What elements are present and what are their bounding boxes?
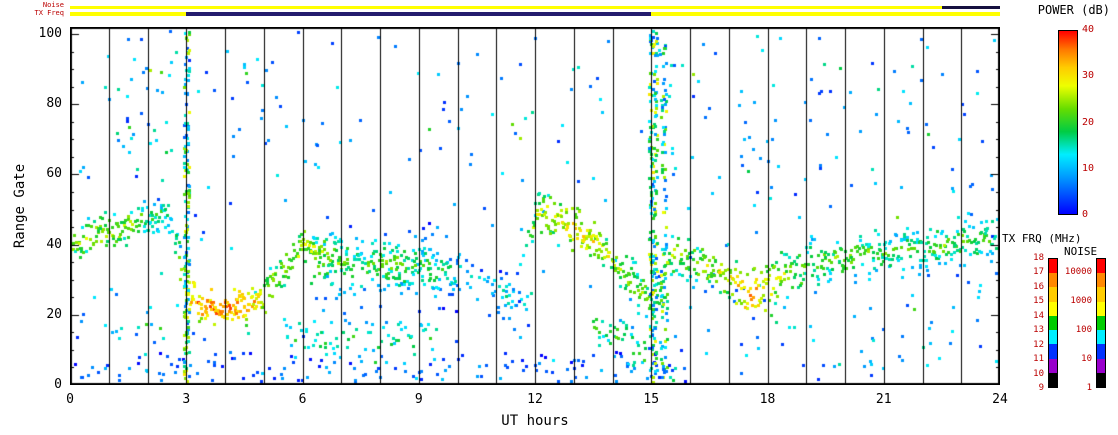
- x-axis-title: UT hours: [501, 413, 569, 429]
- x-tick-label: 6: [298, 392, 307, 407]
- strip-segment: [70, 6, 942, 9]
- colorbar-segment: [1049, 344, 1057, 359]
- y-tick-label: 100: [38, 26, 62, 42]
- power-tick-label: 30: [1082, 70, 1095, 82]
- x-tick-label: 9: [414, 392, 423, 407]
- txfrq-tick-label: 12: [1033, 339, 1044, 350]
- txfrq-tick-label: 13: [1033, 325, 1044, 336]
- colorbar-segment: [1097, 301, 1105, 316]
- colorbar-segment: [1097, 273, 1105, 288]
- noise-tick-label: 10: [1081, 354, 1092, 365]
- y-tick-label: 20: [46, 306, 62, 322]
- y-tick-label: 80: [46, 96, 62, 112]
- strip-segment: [186, 12, 652, 16]
- colorbar-segment: [1049, 358, 1057, 373]
- colorbar-segment: [1049, 273, 1057, 288]
- x-tick-label: 0: [66, 392, 74, 407]
- power-colorbar: [1058, 30, 1078, 215]
- noise-strip-label: Noise: [42, 1, 64, 9]
- noise-colorbar: [1096, 258, 1106, 388]
- strip-segment: [941, 6, 1000, 9]
- colorbar-segment: [1097, 259, 1105, 274]
- noise-tick-label: 10000: [1064, 267, 1092, 278]
- x-tick-label: 3: [182, 392, 191, 407]
- power-tick-label: 20: [1082, 116, 1095, 128]
- strip-segment: [70, 12, 187, 16]
- colorbar-segment: [1049, 330, 1057, 345]
- colorbar-segment: [1049, 259, 1057, 274]
- colorbar-segment: [1097, 287, 1105, 302]
- power-tick-label: 10: [1082, 162, 1095, 174]
- power-colorbar-title: POWER (dB): [1037, 3, 1110, 17]
- x-tick-label: 21: [875, 392, 892, 407]
- txfreq-strip: [70, 12, 1000, 16]
- txfrq-colorbar-title: TX FRQ (MHz): [1002, 232, 1082, 245]
- colorbar-segment: [1097, 372, 1105, 387]
- y-tick-label: 60: [46, 166, 62, 182]
- x-tick-label: 12: [527, 392, 543, 407]
- power-tick-label: 0: [1082, 209, 1089, 220]
- x-tick-label: 18: [759, 392, 776, 407]
- colorbar-segment: [1049, 287, 1057, 302]
- rti-scatter-canvas: [70, 27, 1000, 385]
- x-tick-label: 24: [992, 392, 1008, 407]
- noise-tick-label: 1: [1086, 383, 1092, 393]
- x-tick-label: 15: [643, 392, 660, 407]
- txfrq-tick-label: 9: [1038, 383, 1044, 393]
- txfrq-tick-label: 14: [1033, 310, 1044, 321]
- strip-segment: [651, 12, 1000, 16]
- power-tick-label: 40: [1082, 24, 1095, 35]
- txfreq-strip-label: TX Freq: [34, 9, 64, 17]
- colorbar-segment: [1097, 358, 1105, 373]
- txfrq-tick-label: 15: [1033, 296, 1044, 307]
- y-tick-label: 0: [54, 377, 62, 392]
- txfrq-colorbar: [1048, 258, 1058, 388]
- txfrq-tick-label: 10: [1033, 368, 1044, 379]
- noise-tick-label: 1000: [1070, 296, 1092, 307]
- noise-tick-label: 100: [1075, 325, 1092, 336]
- noise-strip: [70, 6, 1000, 9]
- colorbar-segment: [1097, 315, 1105, 331]
- txfrq-tick-label: 18: [1033, 253, 1044, 263]
- colorbar-segment: [1049, 372, 1057, 387]
- txfrq-tick-label: 11: [1033, 354, 1044, 365]
- colorbar-segment: [1097, 330, 1105, 345]
- txfrq-tick-label: 16: [1033, 281, 1044, 292]
- y-tick-label: 40: [46, 236, 62, 252]
- noise-colorbar-title: NOISE: [1064, 245, 1098, 258]
- colorbar-segment: [1097, 344, 1105, 359]
- colorbar-segment: [1049, 301, 1057, 316]
- txfrq-tick-label: 17: [1033, 267, 1044, 278]
- colorbar-segment: [1049, 315, 1057, 331]
